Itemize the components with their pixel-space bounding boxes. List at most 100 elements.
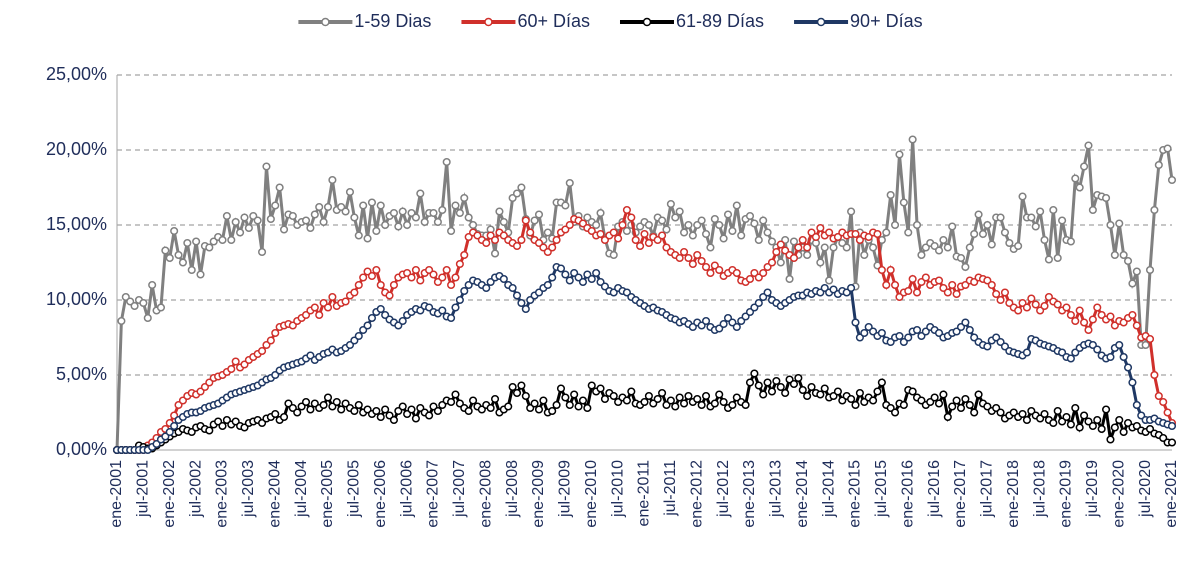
data-point <box>970 229 979 239</box>
data-point <box>205 243 214 252</box>
data-point <box>341 207 350 216</box>
data-point <box>961 394 970 404</box>
data-point <box>266 214 275 224</box>
data-point <box>495 207 504 216</box>
data-point <box>701 229 711 239</box>
data-point <box>732 268 741 278</box>
data-point <box>952 396 961 405</box>
series-line <box>117 265 1173 452</box>
data-point <box>512 241 522 251</box>
data-point <box>688 231 697 240</box>
data-point <box>728 226 737 236</box>
data-point <box>811 232 820 242</box>
data-point <box>1159 397 1168 407</box>
data-point <box>970 408 979 417</box>
data-point <box>271 201 280 210</box>
data-point <box>956 403 966 413</box>
data-point <box>561 393 570 402</box>
data-point <box>165 427 174 437</box>
data-point <box>767 258 777 267</box>
data-point <box>1123 363 1133 372</box>
data-point <box>930 393 939 402</box>
data-point <box>1163 408 1172 417</box>
data-point <box>873 387 882 396</box>
data-point <box>556 384 566 393</box>
data-point <box>420 217 429 227</box>
data-point <box>794 373 803 383</box>
data-point <box>372 406 381 416</box>
data-point <box>293 408 302 417</box>
data-point <box>644 220 653 230</box>
data-point <box>622 396 631 405</box>
legend-item: 61-89 Días <box>619 11 764 31</box>
data-point <box>354 400 363 410</box>
data-point <box>469 220 478 230</box>
data-point <box>877 328 886 338</box>
data-point <box>943 243 952 252</box>
x-tick-label: jul-2017 <box>979 460 996 518</box>
data-point <box>816 258 825 267</box>
data-point <box>464 406 473 416</box>
data-point <box>776 240 785 249</box>
data-point <box>754 381 763 390</box>
data-point <box>1084 325 1093 335</box>
data-point <box>895 150 904 159</box>
data-point <box>943 288 952 297</box>
data-point <box>455 208 464 218</box>
data-point <box>1145 265 1155 275</box>
legend-marker <box>642 17 652 27</box>
data-point <box>376 412 385 422</box>
data-point <box>231 217 240 227</box>
data-point <box>987 240 996 249</box>
data-point <box>697 400 706 410</box>
data-point <box>869 243 878 252</box>
data-point <box>1145 334 1155 344</box>
legend-item: 60+ Días <box>461 11 590 31</box>
data-point <box>196 270 205 279</box>
data-point <box>658 216 667 225</box>
data-point <box>640 229 649 239</box>
data-point <box>266 336 275 345</box>
data-point <box>627 213 636 222</box>
data-point <box>244 223 253 233</box>
x-tick-label: jul-2006 <box>398 460 415 518</box>
data-point <box>1110 250 1119 260</box>
data-point <box>693 250 702 260</box>
data-point <box>763 288 772 297</box>
data-point <box>363 234 372 243</box>
data-point <box>442 265 451 275</box>
data-point <box>363 321 372 330</box>
data-point <box>258 247 267 257</box>
data-point <box>323 393 333 402</box>
data-point <box>719 397 728 407</box>
data-point <box>596 208 605 218</box>
data-point <box>460 193 469 203</box>
data-point <box>512 388 522 398</box>
data-point <box>697 256 706 266</box>
x-tick-label: ene-2014 <box>794 460 811 528</box>
data-point <box>372 226 381 236</box>
data-point <box>354 231 363 240</box>
data-point <box>965 243 974 252</box>
data-point <box>886 265 895 275</box>
x-tick-label: ene-2008 <box>477 460 494 528</box>
data-point <box>1031 222 1040 231</box>
data-point <box>398 402 407 411</box>
data-point <box>1110 423 1119 432</box>
data-point <box>680 228 689 237</box>
data-point <box>161 246 170 255</box>
y-tick-label: 10,00% <box>46 289 107 309</box>
data-point <box>912 325 922 335</box>
data-point <box>776 382 785 392</box>
data-point <box>987 280 996 290</box>
data-point <box>1119 427 1128 437</box>
data-point <box>618 220 627 230</box>
x-tick-label: ene-2010 <box>583 460 600 528</box>
data-point <box>192 237 201 246</box>
data-point <box>1154 160 1163 170</box>
data-point <box>530 399 539 408</box>
data-point <box>767 237 777 246</box>
data-point <box>644 238 653 248</box>
data-point <box>750 219 759 228</box>
data-point <box>565 220 574 230</box>
